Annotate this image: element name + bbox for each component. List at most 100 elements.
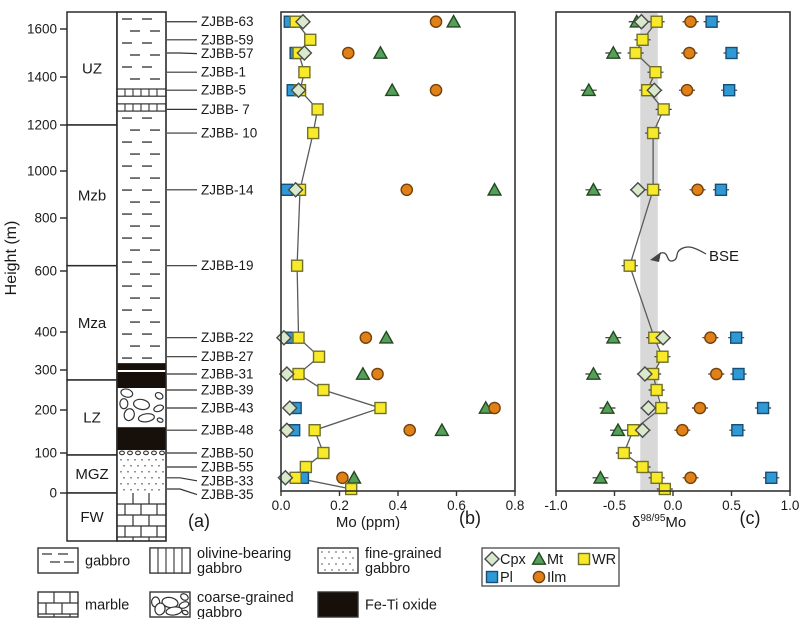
sample-label: ZJBB-43 bbox=[201, 401, 254, 416]
fine-dot bbox=[342, 563, 344, 565]
height-axis-title: Height (m) bbox=[3, 221, 20, 296]
fine-dot bbox=[127, 482, 129, 485]
sample-label: ZJBB-63 bbox=[201, 14, 254, 29]
symbol-legend-label-mt: Mt bbox=[547, 552, 563, 568]
coarse-blob bbox=[153, 404, 165, 413]
fine-dot bbox=[352, 569, 354, 571]
x-tick-label: 0.2 bbox=[330, 498, 349, 513]
marker-wr bbox=[374, 401, 387, 415]
sample-leader bbox=[167, 488, 198, 496]
fine-dot bbox=[328, 551, 330, 553]
zone-label: Mza bbox=[78, 315, 107, 332]
marker-cpx bbox=[484, 551, 500, 567]
marker-mt bbox=[346, 470, 362, 484]
delta-glyph: δ bbox=[632, 514, 640, 531]
lithology-layer-feti bbox=[117, 372, 166, 388]
sample-label: ZJBB-59 bbox=[201, 32, 254, 47]
marker-wr bbox=[623, 259, 636, 272]
height-tick-label: 400 bbox=[34, 325, 57, 340]
height-tick-label: 0 bbox=[49, 486, 57, 501]
marker-wr bbox=[646, 183, 660, 197]
bse-label: BSE bbox=[709, 248, 739, 265]
marker-wr bbox=[650, 383, 663, 397]
coarse-blob bbox=[165, 606, 183, 616]
sample-label: ZJBB-55 bbox=[201, 460, 254, 475]
marker-pl bbox=[725, 46, 738, 60]
x-tick-label: -0.5 bbox=[603, 498, 626, 513]
height-tick-label: 1000 bbox=[27, 164, 57, 179]
panel-b-label: (b) bbox=[459, 508, 481, 528]
zone-box-FW bbox=[66, 492, 118, 542]
marker-ilm bbox=[336, 471, 349, 485]
sample-label: ZJBB-1 bbox=[201, 65, 246, 80]
zone-label: LZ bbox=[83, 410, 101, 427]
symbol-legend-label-wr: WR bbox=[592, 552, 616, 568]
fine-dot bbox=[338, 569, 340, 571]
coarse-blob-small bbox=[127, 450, 133, 456]
x-tick-label: -1.0 bbox=[544, 498, 567, 513]
height-tick-label: 800 bbox=[34, 211, 57, 226]
zone-label: FW bbox=[80, 509, 104, 526]
lithology-layer-olivine bbox=[116, 103, 167, 112]
fine-dot bbox=[155, 458, 157, 461]
marker-wr bbox=[657, 103, 670, 116]
xlabel-c-element: Mo bbox=[665, 514, 686, 531]
legend-item-gabbro: gabbro bbox=[37, 547, 130, 574]
lithology-bg bbox=[117, 12, 166, 541]
coarse-blob bbox=[120, 388, 134, 398]
bse-annotation: BSE bbox=[650, 246, 739, 265]
x-tick-label: 0.4 bbox=[389, 498, 408, 513]
coarse-blob-small bbox=[151, 450, 157, 456]
fine-dot bbox=[120, 470, 122, 473]
feti-fill bbox=[117, 372, 166, 388]
sample-label: ZJBB-5 bbox=[201, 83, 246, 98]
sample-label: ZJBB-33 bbox=[201, 473, 254, 488]
x-tick-label: 0.0 bbox=[272, 498, 291, 513]
marker-mt bbox=[434, 422, 450, 437]
xlabel-b: Mo (ppm) bbox=[336, 514, 400, 531]
marker-wr bbox=[311, 103, 324, 116]
fine-dot bbox=[155, 482, 157, 485]
panel-a-label: (a) bbox=[188, 511, 210, 531]
fine-dot bbox=[123, 464, 125, 467]
fine-dot bbox=[155, 470, 157, 473]
bse-arrowhead bbox=[650, 252, 661, 262]
symbol-legend-label-ilm: Ilm bbox=[547, 570, 566, 586]
legend-swatch-pattern bbox=[321, 551, 354, 571]
fine-dot bbox=[151, 488, 153, 491]
marker-cpx bbox=[287, 181, 304, 198]
marker-wr bbox=[306, 126, 320, 140]
marker-wr bbox=[655, 401, 668, 415]
marker-pl bbox=[732, 367, 745, 381]
marker-pl bbox=[485, 570, 499, 584]
marker-ilm bbox=[429, 83, 443, 97]
bse-arrow bbox=[654, 246, 707, 262]
zone-box-MGZ bbox=[66, 454, 118, 494]
fine-dot bbox=[137, 464, 139, 467]
fine-dot bbox=[148, 482, 150, 485]
marker-cpx bbox=[278, 366, 295, 382]
marker-ilm bbox=[684, 15, 697, 29]
legend-label-line1: olivine-bearing bbox=[197, 546, 291, 562]
marker-wr bbox=[304, 33, 317, 46]
sample-label: ZJBB-14 bbox=[201, 182, 254, 197]
lithology-layer-fine bbox=[120, 458, 164, 491]
fine-dot bbox=[158, 464, 160, 467]
fine-dot bbox=[331, 557, 333, 559]
marker-wr bbox=[290, 259, 304, 272]
fine-dot bbox=[349, 551, 351, 553]
fine-dot bbox=[345, 557, 347, 559]
height-tick-label: 100 bbox=[34, 446, 57, 461]
sample-label: ZJBB-48 bbox=[201, 423, 254, 438]
lithology-layer-olivine bbox=[116, 88, 167, 97]
marker-ilm bbox=[400, 183, 414, 197]
marker-cpx bbox=[640, 400, 657, 416]
fine-dot bbox=[345, 569, 347, 571]
fine-dot bbox=[123, 476, 125, 479]
fine-dot bbox=[134, 482, 136, 485]
x-tick-label: 0.5 bbox=[722, 498, 741, 513]
marker-ilm bbox=[709, 367, 723, 381]
